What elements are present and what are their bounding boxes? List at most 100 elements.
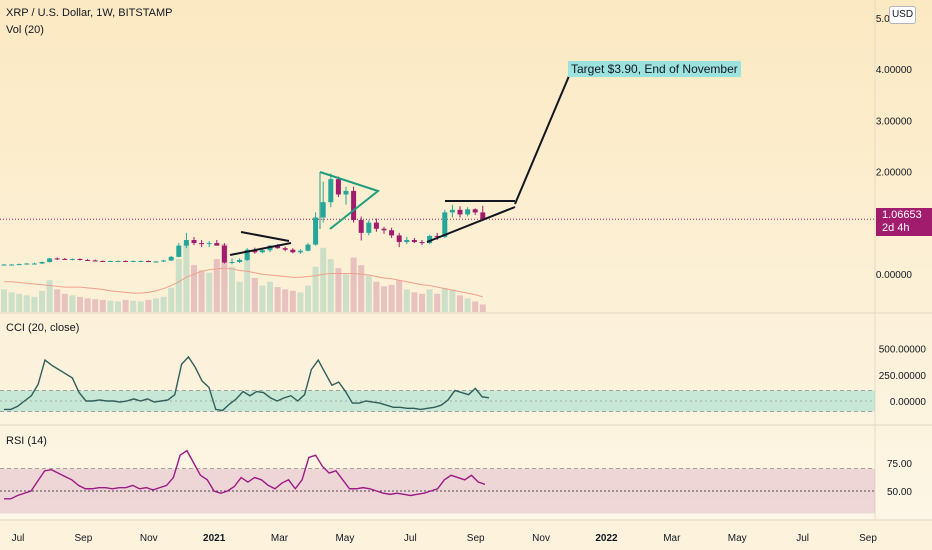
volume-bar [69,295,76,312]
volume-bar [54,289,61,312]
price-tick: 0.00000 [876,270,913,281]
volume-bar [221,244,228,312]
candle-body [123,260,129,262]
volume-bar [16,293,23,312]
volume-bar [267,281,273,312]
candle-body [221,245,227,263]
price-tick: 3.00000 [876,116,913,127]
volume-bar [153,298,159,312]
candle-body [373,222,379,229]
candle-body [92,260,98,262]
cci-tick: 250.00000 [879,371,927,382]
volume-bar [320,247,327,312]
candle-body [381,228,387,231]
volume-indicator-label[interactable]: Vol (20) [6,24,44,36]
candle-body [168,256,174,261]
volume-ma-line [4,267,483,298]
volume-bar [297,292,304,312]
projection-line [514,75,570,205]
candle-body [275,245,281,249]
volume-bar [327,259,334,312]
volume-bar [335,268,342,312]
candle-body [427,235,433,244]
cci-band [0,390,875,412]
volume-bar [107,300,114,312]
volume-bar [8,292,15,312]
time-tick: Sep [74,533,92,544]
candle-body [130,260,136,262]
volume-bar [305,285,311,312]
candle-body [54,258,60,260]
candle-body [404,240,410,243]
volume-bar [434,293,441,312]
candle-body [191,240,197,244]
volume-bar [365,275,372,312]
candle-body [199,243,205,245]
candle-body [100,260,106,262]
flag-upper-trendline [240,231,290,242]
candle-body [244,249,250,260]
candle-body [85,259,91,261]
volume-bar [312,266,319,312]
volume-bar [457,295,463,312]
candle-body [69,258,75,260]
time-tick: 2022 [595,533,618,544]
last-price-tag: 1.06653 2d 4h [876,208,932,236]
time-tick: Sep [859,533,877,544]
time-tick: May [728,533,747,544]
volume-bar [479,304,486,312]
volume-bar [426,289,433,312]
volume-bar [289,290,296,312]
candle-body [335,179,341,195]
volume-bar [77,296,83,312]
support-trendline [426,206,516,243]
candle-body [442,212,448,237]
volume-bar [396,280,403,312]
volume-bar [259,285,266,312]
candle-body [47,258,53,263]
currency-badge[interactable]: USD [889,6,916,24]
time-tick: Nov [532,533,550,544]
cci-indicator-label[interactable]: CCI (20, close) [6,322,80,334]
volume-bar [1,289,7,312]
volume-bar [160,296,167,312]
volume-bar [31,296,38,312]
rsi-indicator-label[interactable]: RSI (14) [6,435,47,447]
volume-bar [145,299,152,312]
candle-body [153,261,159,263]
candle-body [465,209,471,215]
candle-body [434,235,440,237]
candle-body [229,262,235,264]
volume-bar [92,299,99,312]
volume-bar [464,298,471,312]
candle-body [320,202,326,218]
candle-body [161,260,167,262]
time-tick: Jul [12,533,25,544]
rsi-line [4,449,486,500]
candle-body [206,243,212,245]
cci-tick: 500.00000 [879,345,927,356]
price-tick: 2.00000 [876,167,913,178]
candle-body [16,264,22,266]
bar-countdown: 2d 4h [882,222,910,234]
candle-body [290,249,296,253]
target-annotation[interactable]: Target $3.90, End of November [568,61,741,77]
rsi-tick: 75.00 [887,459,912,470]
candle-body [282,248,288,250]
candle-body [297,250,303,253]
volume-bar [175,259,182,312]
symbol-header[interactable]: XRP / U.S. Dollar, 1W, BITSTAMP [6,7,173,19]
time-tick: Nov [140,533,158,544]
candle-body [24,263,30,265]
candle-body [1,264,7,266]
candle-body [115,260,121,262]
candle-body [457,209,463,215]
cci-line [4,355,490,412]
volume-bar [198,270,205,312]
volume-bar [137,301,144,312]
candle-body [449,209,455,213]
candle-body [366,222,372,233]
volume-bar [23,295,30,312]
